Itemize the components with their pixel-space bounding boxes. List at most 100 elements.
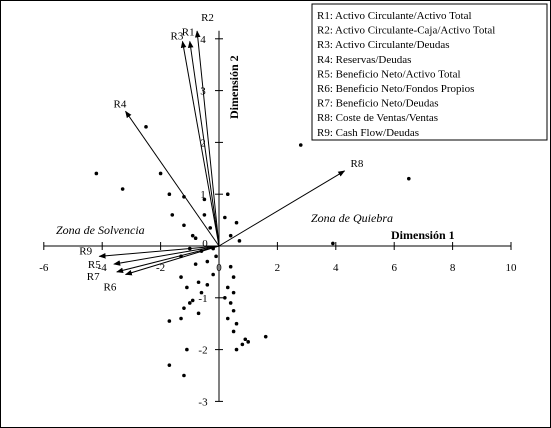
vector-r6 [124,245,220,276]
data-point [223,215,227,220]
data-point [182,223,186,228]
data-point [185,347,189,352]
vector-label-r4: R4 [114,98,127,110]
data-point [243,337,248,342]
data-point [223,296,227,300]
vector-label-r8: R8 [351,158,364,170]
data-point [188,301,192,305]
legend-entry: R5: Beneficio Neto/Activo Total [317,68,461,80]
vector-r7 [116,245,220,274]
vector-r4 [125,110,220,247]
data-point [182,194,186,199]
x-tick-label: -2 [156,262,165,274]
vector-label-r9: R9 [79,245,92,257]
data-point [228,233,233,238]
data-point [228,264,233,269]
vector-r3 [180,40,220,247]
data-point [225,192,230,196]
vector-label-r3: R3 [171,30,184,42]
legend-entry: R4: Reservas/Deudas [317,54,411,66]
x-axis-title: Dimensión 1 [391,228,455,242]
x-tick-label: -6 [39,262,49,274]
data-point [205,259,210,264]
x-tick-label: 6 [391,262,397,274]
data-point [237,239,242,243]
data-point [234,321,239,326]
vector-r2 [194,30,220,247]
data-point [196,311,201,316]
y-axis-title: Dimensión 2 [227,55,241,119]
y-tick-label: 1 [200,189,206,201]
data-point [144,125,148,129]
annotation-solvencia: Zona de Solvencia [56,223,145,237]
data-point [231,275,236,279]
data-point [199,290,204,295]
x-tick-label: 2 [275,262,281,274]
vector-r5 [113,245,220,266]
x-tick-label: 10 [506,262,518,274]
data-point [193,262,198,266]
data-point [182,373,186,378]
data-point [94,171,99,176]
data-point [231,308,236,313]
x-ticks: -6 -4 -2 0 2 4 6 8 10 [39,242,517,274]
data-point [225,285,230,290]
y-tick-label: -2 [198,345,207,357]
legend-entry: R2: Activo Circulante-Caja/Activo Total [317,25,495,37]
data-point [167,363,172,367]
y-tick-label: -3 [198,396,208,408]
x-tick-label: 8 [450,262,456,274]
legend: R1: Activo Circulante/Activo Total R2: Ac… [311,3,548,141]
origin-label: 0 [202,238,208,250]
data-point [234,220,239,225]
data-point [120,187,125,191]
legend-entry: R6: Beneficio Neto/Fondos Propios [317,83,474,95]
data-point [158,171,163,176]
points [94,125,411,378]
data-point [193,236,198,241]
data-point [228,301,233,305]
data-point [231,290,236,295]
vector-label-r7: R7 [87,271,100,283]
data-point [179,275,183,279]
y-tick-label: -1 [198,293,207,305]
legend-entry: R3: Activo Circulante/Deudas [317,39,450,51]
legend-entry: R1: Activo Circulante/Activo Total [317,10,472,22]
vector-r8 [218,170,346,247]
data-point [202,213,207,217]
data-point [240,342,245,347]
y-tick-label: 2 [200,137,206,149]
data-point [231,329,236,334]
data-point [190,233,195,238]
data-point [167,319,172,323]
data-point [182,306,186,310]
data-point [185,285,189,290]
vector-label-r2: R2 [201,12,214,24]
data-point [170,213,175,217]
data-point [234,347,239,352]
data-point [196,280,201,285]
data-point [331,241,335,246]
data-point [179,316,183,321]
data-point [263,334,268,339]
data-point [202,197,207,202]
data-point [211,272,215,277]
legend-entry: R7: Beneficio Neto/Deudas [317,98,439,110]
legend-entry: R9: Cash Flow/Deudas [317,127,419,139]
data-point [208,226,213,230]
x-tick-label: 0 [216,262,222,274]
x-tick-label: 4 [333,262,339,274]
y-tick-label: 4 [200,34,206,46]
vector-label-r6: R6 [104,281,117,293]
data-point [205,283,210,287]
x-tick-label: -4 [98,262,108,274]
data-point [246,340,250,344]
data-point [214,254,218,259]
legend-box [311,3,548,141]
vector-label-r1: R1 [182,26,195,38]
vector-r9 [98,245,220,259]
legend-entry: R8: Coste de Ventas/Ventas [317,112,438,124]
